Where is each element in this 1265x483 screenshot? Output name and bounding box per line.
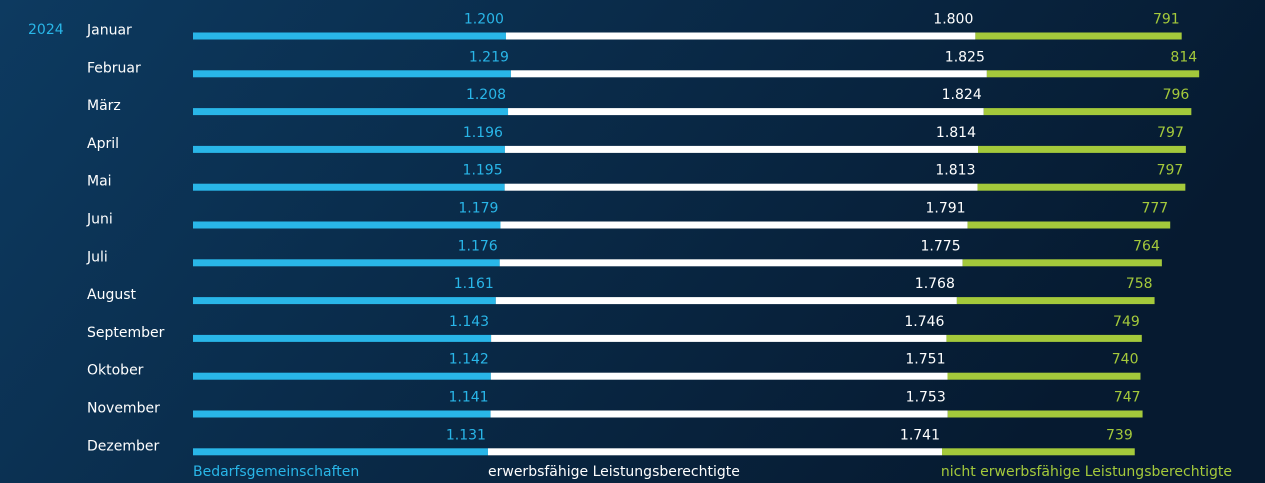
value-label: 1.161 — [454, 276, 494, 292]
category-label: Januar — [86, 23, 132, 39]
bar-segment — [193, 32, 506, 40]
bar-segment — [491, 334, 947, 342]
category-label: August — [87, 287, 137, 303]
bar-segment — [508, 108, 984, 116]
value-label: 796 — [1163, 87, 1190, 103]
value-label: 764 — [1133, 238, 1160, 254]
value-label: 1.824 — [942, 87, 982, 103]
value-label: 1.208 — [466, 87, 506, 103]
bar-segment — [193, 372, 491, 380]
value-label: 1.196 — [463, 125, 503, 141]
value-label: 740 — [1112, 352, 1139, 368]
bar-segment — [947, 410, 1143, 418]
value-label: 747 — [1114, 390, 1141, 406]
category-label: Oktober — [87, 363, 144, 379]
bar-segment — [977, 183, 1186, 191]
value-label: 1.791 — [925, 201, 965, 217]
category-label: Juni — [86, 212, 113, 228]
value-label: 1.775 — [921, 238, 961, 254]
bar-segment — [193, 145, 505, 153]
bar-segment — [490, 372, 948, 380]
value-label: 1.142 — [449, 352, 489, 368]
value-label: 739 — [1106, 427, 1133, 443]
value-label: 1.800 — [933, 12, 973, 28]
bar-segment — [193, 70, 511, 78]
value-label: 777 — [1141, 201, 1168, 217]
bar-segment — [942, 448, 1135, 456]
bar-segment — [983, 108, 1192, 116]
legend-label: Bedarfsgemeinschaften — [193, 464, 359, 480]
value-label: 1.753 — [906, 390, 946, 406]
value-label: 749 — [1113, 314, 1140, 330]
value-label: 1.200 — [464, 12, 504, 28]
bar-segment — [193, 297, 496, 305]
bar-segment — [490, 410, 948, 418]
bar-segment — [500, 221, 968, 229]
bar-segment — [193, 221, 501, 229]
category-label: Dezember — [87, 438, 159, 454]
category-label: September — [87, 325, 165, 341]
legend-label: nicht erwerbsfähige Leistungsberechtigte — [941, 464, 1232, 480]
bar-segment — [956, 297, 1155, 305]
value-label: 1.741 — [900, 427, 940, 443]
bar-segment — [962, 259, 1162, 267]
bar-segment — [193, 334, 492, 342]
value-label: 758 — [1126, 276, 1153, 292]
bar-segment — [193, 259, 500, 267]
bar-segment — [193, 448, 488, 456]
bar-segment — [967, 221, 1171, 229]
bar-segment — [975, 32, 1182, 40]
value-label: 1.131 — [446, 427, 486, 443]
value-label: 1.219 — [469, 49, 509, 65]
bar-segment — [510, 70, 987, 78]
category-label: Mai — [87, 174, 112, 190]
category-label: März — [87, 98, 121, 114]
value-label: 1.814 — [936, 125, 976, 141]
value-label: 1.813 — [935, 163, 975, 179]
bar-segment — [986, 70, 1200, 78]
value-label: 1.143 — [449, 314, 489, 330]
bar-segment — [978, 145, 1186, 153]
bar-segment — [193, 410, 491, 418]
value-label: 1.768 — [915, 276, 955, 292]
value-label: 1.746 — [904, 314, 944, 330]
category-label: Februar — [87, 60, 141, 76]
bar-segment — [487, 448, 943, 456]
value-label: 797 — [1157, 163, 1184, 179]
value-label: 814 — [1170, 49, 1197, 65]
bar-segment — [193, 108, 509, 116]
bar-segment — [504, 183, 978, 191]
year-label: 2024 — [28, 22, 64, 38]
value-label: 1.179 — [458, 201, 498, 217]
value-label: 791 — [1153, 12, 1180, 28]
legend-label: erwerbsfähige Leistungsberechtigte — [488, 464, 740, 480]
category-label: November — [87, 401, 160, 417]
value-label: 1.825 — [945, 49, 985, 65]
value-label: 1.141 — [448, 390, 488, 406]
bar-segment — [193, 183, 505, 191]
bar-segment — [495, 297, 957, 305]
bar-segment — [505, 32, 976, 40]
category-label: Juli — [86, 249, 108, 265]
bar-segment — [946, 334, 1142, 342]
value-label: 797 — [1157, 125, 1184, 141]
bar-segment — [499, 259, 963, 267]
value-label: 1.751 — [905, 352, 945, 368]
value-label: 1.195 — [463, 163, 503, 179]
category-label: April — [87, 136, 119, 152]
bar-segment — [504, 145, 979, 153]
value-label: 1.176 — [458, 238, 498, 254]
bar-segment — [947, 372, 1141, 380]
